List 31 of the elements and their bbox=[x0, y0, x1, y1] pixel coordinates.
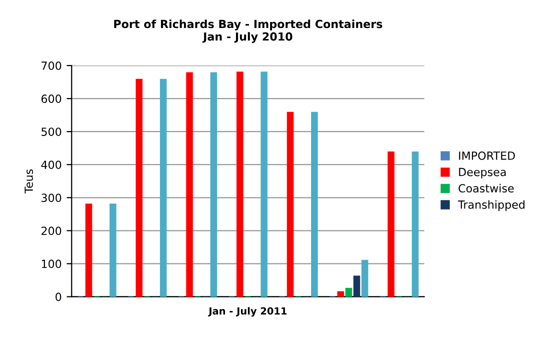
legend-label: Deepsea bbox=[459, 168, 506, 178]
y-tick-label: 200 bbox=[42, 226, 62, 236]
bar bbox=[210, 72, 218, 297]
bar bbox=[361, 260, 368, 297]
legend-label: IMPORTED bbox=[459, 151, 515, 160]
bar bbox=[311, 112, 318, 297]
bar bbox=[136, 78, 143, 297]
bar bbox=[260, 72, 268, 297]
bar bbox=[388, 152, 394, 297]
bar bbox=[186, 72, 193, 297]
bar bbox=[85, 204, 92, 297]
bar bbox=[110, 204, 116, 297]
legend-label: Transhipped bbox=[458, 200, 524, 211]
bar bbox=[236, 72, 244, 297]
bar bbox=[160, 78, 167, 297]
y-axis-title: Teus bbox=[24, 169, 33, 194]
bar bbox=[345, 288, 352, 297]
legend-label: Coastwise bbox=[458, 184, 514, 193]
chart-title: Port of Richards Bay - Imported Containers Jan - July 2010 bbox=[114, 20, 382, 43]
bar bbox=[337, 291, 344, 297]
y-tick-label: 100 bbox=[42, 260, 62, 268]
y-tick-label: 500 bbox=[42, 128, 62, 136]
y-tick-label: 400 bbox=[41, 160, 62, 169]
y-tick-label: 300 bbox=[42, 194, 62, 202]
bar bbox=[286, 112, 294, 297]
y-tick-label: 0 bbox=[56, 292, 62, 302]
y-tick-label: 700 bbox=[42, 62, 62, 70]
bar bbox=[412, 152, 419, 297]
x-axis-title: Jan - July 2011 bbox=[208, 307, 287, 317]
bar bbox=[353, 276, 360, 297]
y-tick-label: 600 bbox=[41, 94, 62, 103]
